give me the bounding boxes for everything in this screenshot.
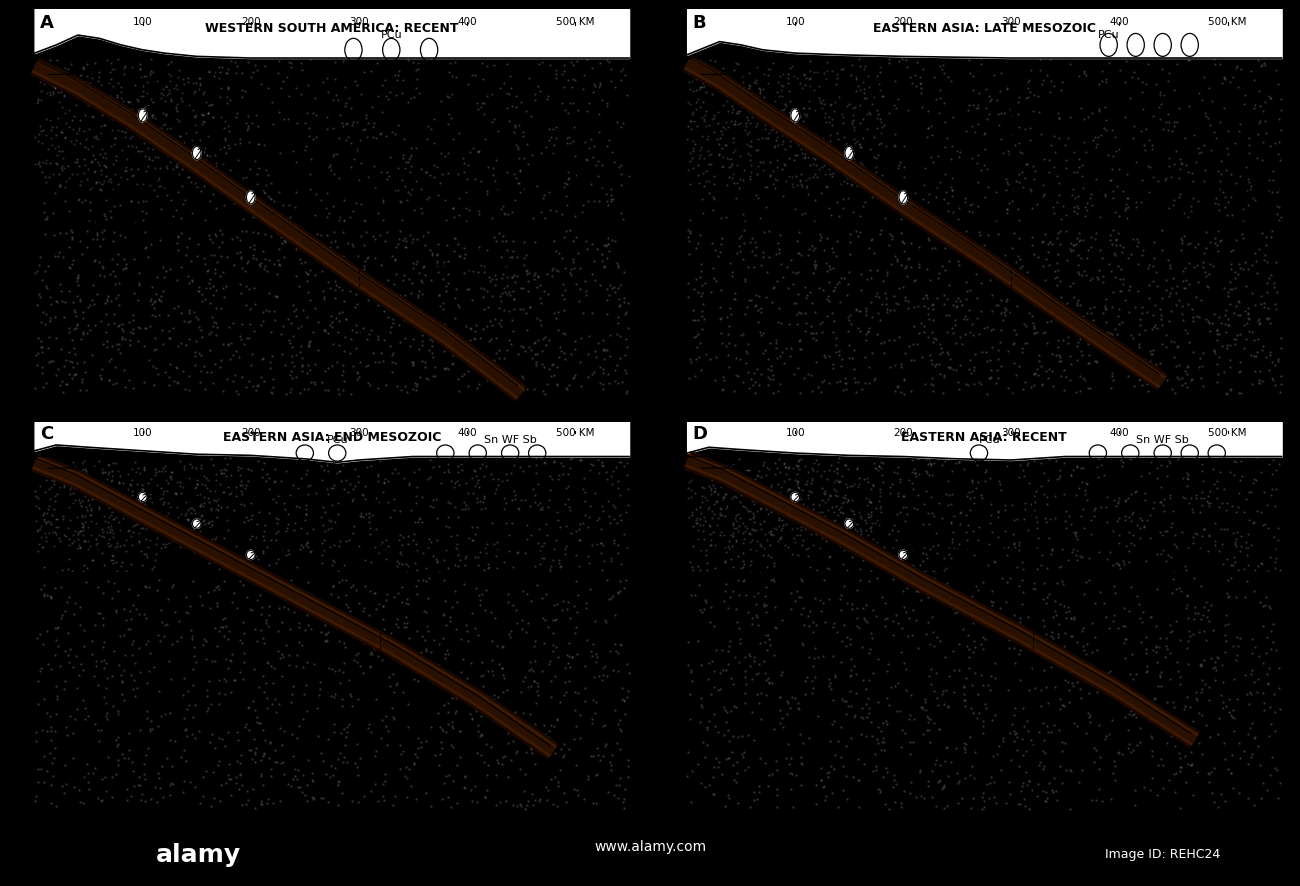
Text: 400: 400 (458, 17, 477, 27)
Circle shape (192, 519, 202, 528)
Text: 0: 0 (26, 53, 32, 63)
Text: 100: 100 (12, 217, 32, 227)
Text: Image ID: REHC24: Image ID: REHC24 (1105, 849, 1221, 861)
Text: A: A (40, 14, 53, 32)
Text: 200: 200 (12, 683, 32, 693)
Text: ~: ~ (21, 217, 29, 227)
Circle shape (900, 190, 907, 204)
Text: PCu: PCu (1098, 30, 1119, 41)
Text: alamy: alamy (156, 843, 240, 867)
Text: 100: 100 (785, 428, 805, 438)
Text: ~: ~ (21, 381, 29, 391)
Text: 0: 0 (677, 53, 684, 63)
Text: SPHERE: SPHERE (542, 168, 584, 178)
Text: 500 KM: 500 KM (556, 428, 594, 438)
Text: PCu: PCu (979, 435, 1001, 445)
Text: Sn WF Sb: Sn WF Sb (1136, 435, 1190, 445)
Text: 0: 0 (679, 53, 685, 63)
Circle shape (138, 493, 147, 501)
Text: 100: 100 (785, 17, 805, 27)
Text: 200: 200 (240, 428, 260, 438)
Text: 500 KM: 500 KM (1208, 428, 1247, 438)
Text: 200: 200 (893, 428, 913, 438)
Text: 0: 0 (25, 452, 31, 462)
Text: 200: 200 (664, 683, 685, 693)
Circle shape (790, 493, 800, 501)
Text: 300: 300 (1001, 17, 1022, 27)
Text: 100: 100 (664, 567, 685, 577)
Text: ~: ~ (673, 683, 681, 693)
Text: WESTERN SOUTH AMERICA: RECENT: WESTERN SOUTH AMERICA: RECENT (205, 22, 459, 35)
Text: B: B (693, 14, 706, 32)
Text: 300 KM: 300 KM (644, 798, 685, 809)
Text: ~: ~ (21, 683, 29, 693)
Text: 300: 300 (348, 428, 369, 438)
Text: www.alamy.com: www.alamy.com (594, 840, 706, 853)
Text: 400: 400 (1110, 428, 1130, 438)
Text: Sn WF Sb: Sn WF Sb (484, 435, 537, 445)
Circle shape (790, 109, 800, 122)
Text: 0: 0 (677, 452, 684, 462)
Circle shape (845, 146, 854, 159)
Circle shape (845, 519, 854, 528)
Text: 100: 100 (12, 567, 32, 577)
Text: C: C (40, 425, 53, 443)
Text: EASTERN ASIA: END MESOZOIC: EASTERN ASIA: END MESOZOIC (222, 431, 441, 444)
Text: 100 KM: 100 KM (644, 217, 685, 227)
Text: 100: 100 (133, 428, 152, 438)
Text: 100: 100 (133, 17, 152, 27)
Text: 0: 0 (679, 452, 685, 462)
Text: ~: ~ (673, 217, 681, 227)
Text: 300: 300 (348, 17, 369, 27)
Text: 0: 0 (26, 452, 32, 462)
Text: EASTERN ASIA: LATE MESOZOIC: EASTERN ASIA: LATE MESOZOIC (872, 22, 1096, 35)
Text: D: D (693, 425, 707, 443)
Circle shape (900, 550, 907, 559)
Text: 400: 400 (1110, 17, 1130, 27)
Circle shape (247, 550, 255, 559)
Text: 400: 400 (458, 428, 477, 438)
Text: LITHO-: LITHO- (542, 148, 577, 159)
Text: 200: 200 (893, 17, 913, 27)
Circle shape (247, 190, 255, 204)
Text: 500 KM: 500 KM (556, 17, 594, 27)
Text: 0: 0 (25, 53, 31, 63)
Circle shape (192, 146, 202, 159)
Text: PCu: PCu (326, 435, 348, 445)
Text: 200 KM: 200 KM (0, 381, 32, 391)
Text: 300: 300 (1001, 428, 1022, 438)
Text: ~: ~ (673, 798, 681, 809)
Text: PCu: PCu (381, 30, 402, 41)
Circle shape (138, 109, 147, 122)
Text: ~: ~ (21, 567, 29, 577)
Text: EASTERN ASIA: RECENT: EASTERN ASIA: RECENT (901, 431, 1067, 444)
Text: ~: ~ (673, 567, 681, 577)
Text: 200: 200 (240, 17, 260, 27)
Text: 300 KM: 300 KM (0, 798, 32, 809)
Text: 500 KM: 500 KM (1208, 17, 1247, 27)
Text: ~: ~ (21, 798, 29, 809)
Text: ASTHENOSPHERE: ASTHENOSPHERE (434, 263, 525, 273)
